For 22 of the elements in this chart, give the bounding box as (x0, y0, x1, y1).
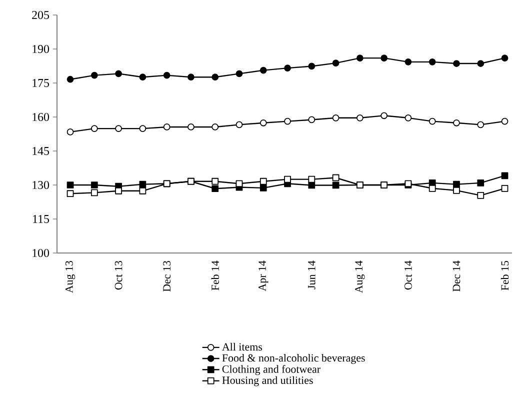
x-tick-label: Feb 15 (500, 260, 509, 290)
legend-label: Clothing and footwear (222, 365, 320, 376)
y-tick-label: 175 (32, 78, 50, 87)
x-tick-label: Oct 14 (404, 260, 412, 290)
y-tick-label: 190 (32, 44, 50, 54)
legend-label: Housing and utilities (222, 376, 313, 386)
y-tick-label: 160 (32, 112, 50, 122)
y-tick-label: 115 (33, 214, 50, 223)
x-tick-label: Dec 14 (452, 260, 460, 292)
y-tick-label: 130 (32, 180, 50, 190)
y-tick-label: 205 (32, 10, 50, 20)
y-tick-label: 100 (32, 248, 50, 258)
x-tick-label: Jun 14 (308, 260, 316, 290)
x-tick-label: Apr 14 (258, 260, 268, 292)
x-tick-label: Aug 14 (355, 260, 365, 293)
x-tick-label: Feb 14 (211, 260, 219, 290)
x-tick-label: Aug 13 (65, 260, 76, 293)
x-tick-label: Oct 13 (114, 260, 122, 290)
x-tick-label: Dec 13 (163, 260, 171, 292)
y-tick-label: 145 (32, 146, 50, 155)
legend-label: Food & non-alcoholic beverages (222, 354, 365, 364)
legend-label: All items (222, 342, 262, 351)
